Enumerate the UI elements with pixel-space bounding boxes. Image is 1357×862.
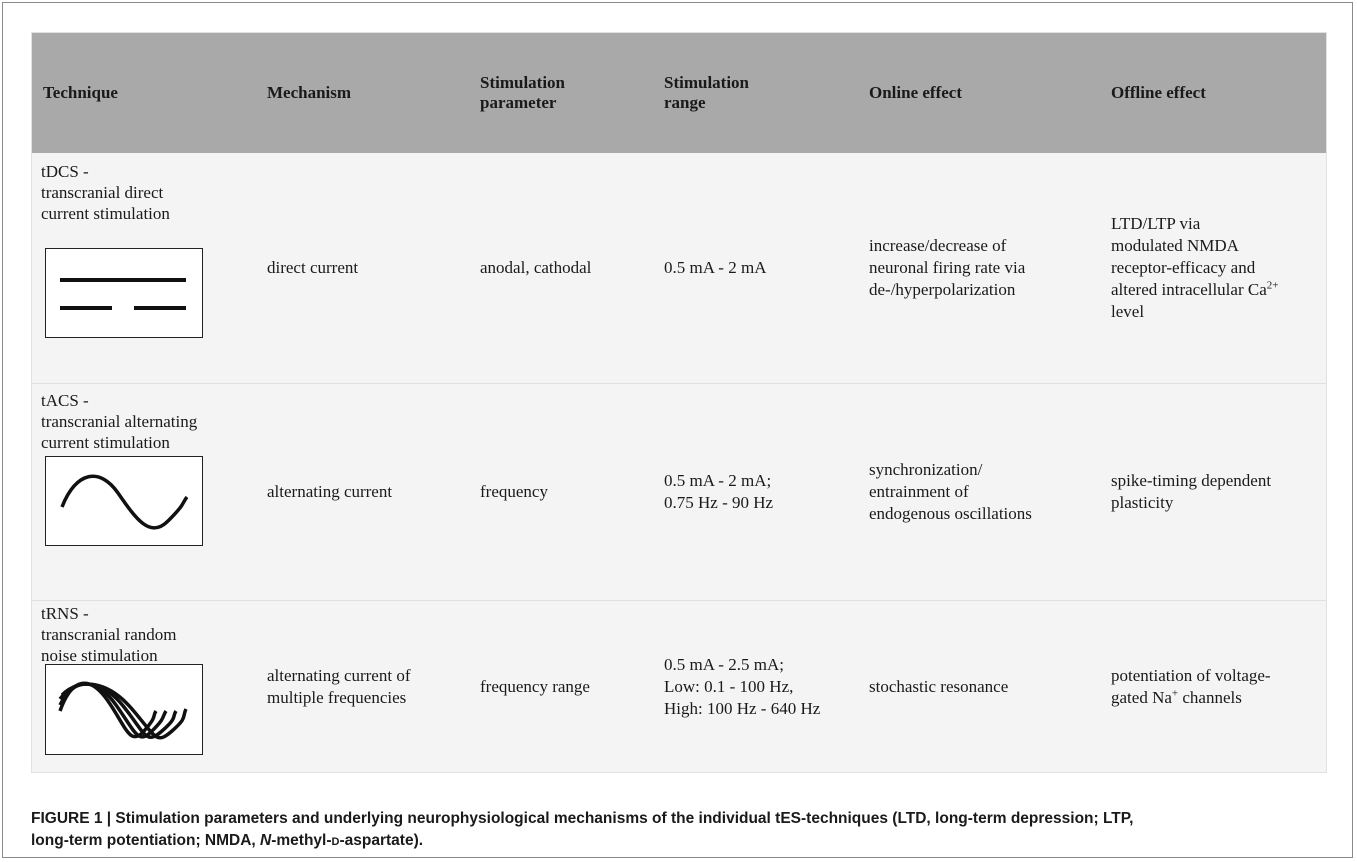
multi-frequency-waveform-icon: [45, 664, 203, 755]
parameter-cell: anodal, cathodal: [480, 258, 592, 277]
technique-name: tRNS - transcranial random noise stimula…: [41, 604, 177, 665]
mechanism-cell: alternating current of multiple frequenc…: [267, 665, 411, 707]
techniques-table: Technique Mechanism Stimulation parameter…: [31, 32, 1327, 773]
offline-effect-cell: potentiation of voltage- gated Na+ chann…: [1111, 665, 1271, 707]
range-cell: 0.5 mA - 2 mA: [664, 258, 767, 277]
row-divider: [32, 600, 1326, 601]
figure-caption: FIGURE 1 | Stimulation parameters and un…: [31, 808, 1331, 852]
online-effect-cell: synchronization/ entrainment of endogeno…: [869, 460, 1032, 523]
parameter-cell: frequency: [480, 482, 548, 501]
caption-line-2: long-term potentiation; NMDA, N-methyl-d…: [31, 832, 424, 849]
header-stimulation-range: Stimulation range: [664, 73, 750, 112]
table-row-trns: tRNS - transcranial random noise stimula…: [32, 601, 1326, 772]
table-header: Technique Mechanism Stimulation parameter…: [32, 33, 1326, 153]
mechanism-cell: direct current: [267, 258, 359, 277]
header-online-effect: Online effect: [869, 83, 962, 102]
mechanism-cell: alternating current: [267, 482, 393, 501]
online-effect-cell: stochastic resonance: [869, 676, 1009, 696]
parameter-cell: frequency range: [480, 676, 590, 696]
header-mechanism: Mechanism: [267, 83, 352, 102]
sine-waveform-icon: [45, 456, 203, 546]
range-cell: 0.5 mA - 2.5 mA; Low: 0.1 - 100 Hz, High…: [664, 654, 821, 718]
table-row-tdcs: tDCS - transcranial direct current stimu…: [32, 153, 1326, 383]
offline-effect-cell: LTD/LTP via modulated NMDA receptor-effi…: [1111, 214, 1279, 321]
technique-name: tACS - transcranial alternating current …: [41, 391, 198, 452]
header-offline-effect: Offline effect: [1111, 83, 1206, 102]
row-divider: [32, 383, 1326, 384]
direct-current-waveform-icon: [45, 248, 203, 338]
offline-effect-cell: spike-timing dependent plasticity: [1111, 471, 1272, 512]
table-row-tacs: tACS - transcranial alternating current …: [32, 384, 1326, 600]
header-technique: Technique: [43, 83, 118, 102]
technique-name: tDCS - transcranial direct current stimu…: [41, 162, 170, 223]
header-stimulation-parameter: Stimulation parameter: [480, 73, 566, 112]
range-cell: 0.5 mA - 2 mA; 0.75 Hz - 90 Hz: [664, 471, 774, 512]
online-effect-cell: increase/decrease of neuronal firing rat…: [869, 236, 1026, 299]
